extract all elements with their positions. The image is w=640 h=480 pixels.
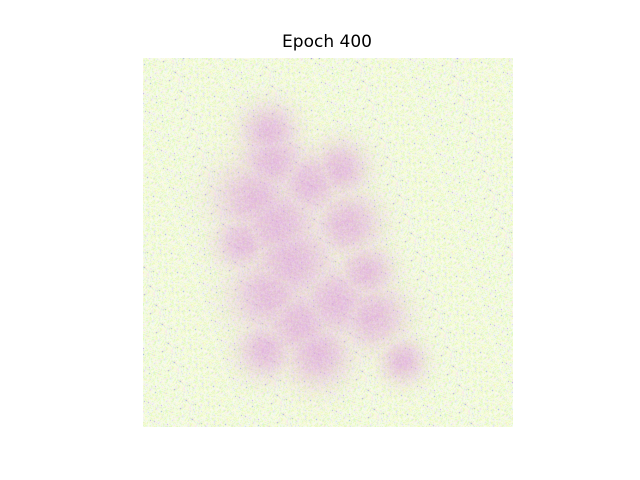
generated-image bbox=[143, 58, 513, 427]
figure-title: Epoch 400 bbox=[282, 32, 372, 52]
